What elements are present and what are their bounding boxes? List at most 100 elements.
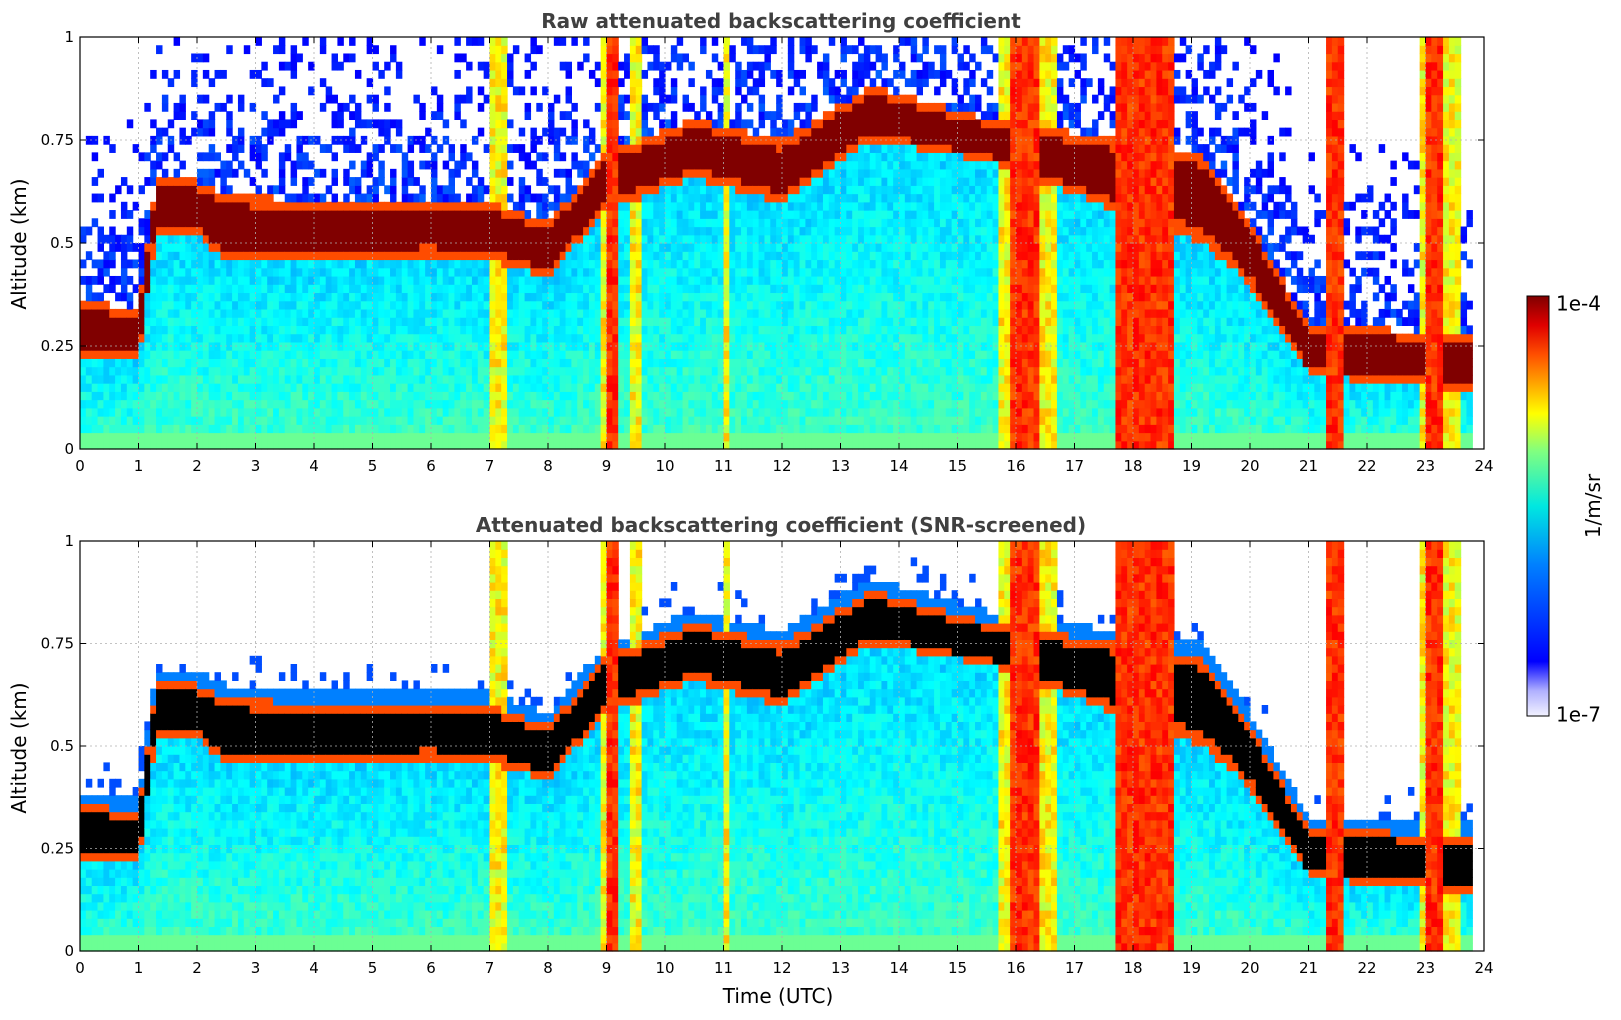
heatmap-cell [653,424,660,434]
heatmap-cell [167,325,175,335]
heatmap-cell [413,234,420,244]
heatmap-cell [507,300,514,310]
heatmap-cell [138,275,145,285]
heatmap-cell [735,218,742,228]
heatmap-cell [577,350,584,359]
heatmap-cell [571,300,578,310]
heatmap-cell [97,267,104,277]
heatmap-cell [512,144,520,153]
heatmap-cell [226,341,233,351]
heatmap-cell [80,226,87,236]
heatmap-cell [817,168,824,178]
heatmap-cell [629,374,637,384]
heatmap-cell [413,424,420,434]
heatmap-cell [161,177,169,186]
heatmap-cell [401,407,409,417]
heatmap-cell [232,416,239,425]
heatmap-cell [659,94,666,104]
heatmap-cell [828,391,836,401]
heatmap-cell [741,193,748,203]
heatmap-cell [705,177,713,186]
heatmap-cell [647,234,654,244]
heatmap-cell [325,416,333,425]
heatmap-cell [202,53,210,63]
heatmap-cell [296,243,303,252]
heatmap-cell [782,424,789,434]
heatmap-cell [583,234,590,244]
heatmap-cell [805,350,812,359]
heatmap-cell [811,432,818,442]
heatmap-cell [594,383,602,392]
heatmap-cell [278,61,286,71]
heatmap-cell [261,284,268,294]
heatmap-cell [495,111,502,120]
heatmap-cell [694,341,701,351]
heatmap-cell [354,407,362,417]
heatmap-cell [237,218,245,228]
heatmap-cell [407,284,415,294]
heatmap-cell [202,275,210,285]
heatmap-cell [97,407,104,417]
heatmap-cell [782,333,789,343]
heatmap-cell [746,69,754,79]
heatmap-cell [635,119,643,129]
heatmap-cell [559,251,567,261]
heatmap-cell [507,177,514,186]
heatmap-cell [711,300,719,310]
heatmap-cell [741,416,748,425]
heatmap-cell [466,218,473,228]
heatmap-cell [752,234,760,244]
heatmap-cell [828,416,836,425]
heatmap-cell [705,218,713,228]
heatmap-cell [185,300,192,310]
heatmap-cell [460,160,467,170]
heatmap-cell [103,267,110,277]
heatmap-cell [758,416,766,425]
heatmap-cell [278,160,286,170]
heatmap-cell [150,350,157,359]
heatmap-cell [232,292,239,302]
heatmap-cell [495,185,502,195]
heatmap-cell [741,201,748,211]
heatmap-cell [559,374,567,384]
heatmap-cell [822,275,830,285]
heatmap-cell [588,424,596,434]
heatmap-cell [717,416,725,425]
heatmap-cell [793,407,801,417]
heatmap-cell [401,251,409,261]
heatmap-cell [442,193,450,203]
heatmap-cell [401,317,409,326]
heatmap-cell [536,350,543,359]
heatmap-cell [278,177,286,186]
heatmap-cell [126,234,134,244]
heatmap-cell [676,210,684,219]
heatmap-cell [612,234,619,244]
heatmap-cell [770,317,777,326]
heatmap-cell [390,119,397,129]
heatmap-cell [512,300,520,310]
heatmap-cell [606,94,613,104]
heatmap-cell [635,341,643,351]
heatmap-cell [635,366,643,376]
heatmap-cell [354,185,362,195]
heatmap-cell [799,383,806,392]
heatmap-cell [226,275,233,285]
heatmap-cell [296,193,303,203]
heatmap-cell [676,374,684,384]
heatmap-cell [220,226,227,236]
heatmap-cell [290,366,298,376]
heatmap-cell [641,45,649,55]
heatmap-cell [103,432,110,442]
heatmap-cell [460,243,467,252]
heatmap-cell [395,317,403,326]
heatmap-cell [828,111,836,120]
heatmap-cell [97,168,104,178]
heatmap-cell [296,234,303,244]
heatmap-cell [688,432,695,442]
heatmap-cell [705,111,713,120]
heatmap-cell [407,234,415,244]
heatmap-cell [606,37,613,46]
heatmap-cell [635,102,643,112]
heatmap-cell [354,193,362,203]
heatmap-cell [173,284,181,294]
